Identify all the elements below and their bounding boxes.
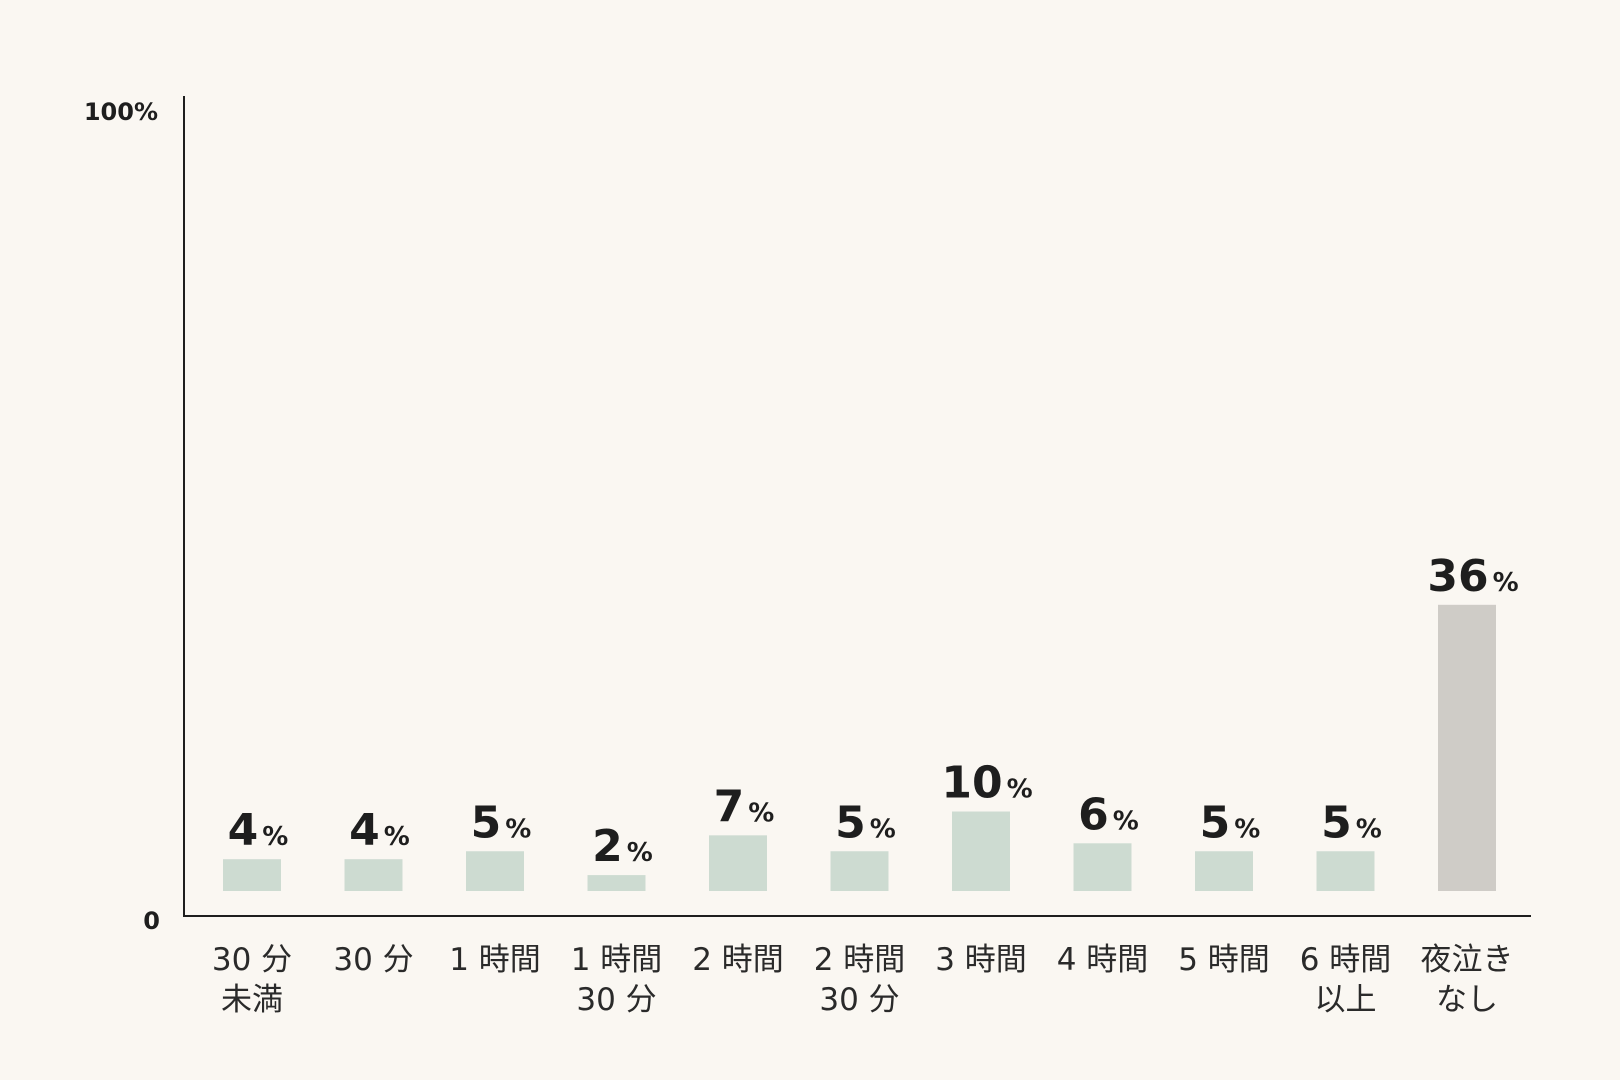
bar-10 [1438, 604, 1496, 891]
bar-6 [952, 811, 1010, 891]
category-label-9: 6 時間以上 [1300, 942, 1392, 1018]
value-label-3: 2% [592, 821, 653, 872]
category-label-1: 30 分 [333, 942, 413, 978]
value-label-1: 4% [349, 805, 410, 856]
bar-8 [1195, 851, 1253, 891]
category-label-6: 3 時間 [935, 942, 1027, 978]
bar-0 [223, 859, 281, 891]
category-label-2: 1 時間 [449, 942, 541, 978]
value-label-2: 5% [471, 797, 532, 848]
bar-2 [466, 851, 524, 891]
category-label-4: 2 時間 [692, 942, 784, 978]
value-label-4: 7% [714, 781, 775, 832]
value-label-5: 5% [835, 797, 896, 848]
category-label-5: 2 時間 30 分 [814, 942, 906, 1018]
value-label-9: 5% [1321, 797, 1382, 848]
value-label-8: 5% [1200, 797, 1261, 848]
y-tick-max: 100% [84, 98, 158, 126]
category-label-3: 1 時間 30 分 [571, 942, 663, 1018]
value-label-7: 6% [1078, 789, 1139, 840]
bar-1 [344, 859, 403, 891]
category-label-8: 5 時間 [1178, 942, 1270, 978]
bar-9 [1316, 851, 1375, 891]
category-label-10: 夜泣きなし [1421, 942, 1514, 1018]
value-label-0: 4% [228, 805, 289, 856]
value-label-6: 10% [941, 758, 1032, 809]
y-tick-min: 0 [143, 907, 160, 935]
category-label-0: 30 分未満 [212, 942, 292, 1018]
category-label-7: 4 時間 [1057, 942, 1149, 978]
value-label-10: 36% [1427, 551, 1518, 602]
bar-7 [1073, 843, 1132, 891]
bars [223, 604, 1496, 891]
bar-3 [587, 875, 646, 891]
bar-4 [709, 835, 767, 891]
bar-5 [830, 851, 889, 891]
value-labels: 4% 4% 5% 2 % 7% 5 % 10% 6% 5% 5 % 36% [228, 551, 1519, 872]
category-labels: 30 分未満 30 分 1 時間 1 時間 30 分 2 時間 2 時間 30 分 3 時間 4 … [212, 942, 1514, 1018]
